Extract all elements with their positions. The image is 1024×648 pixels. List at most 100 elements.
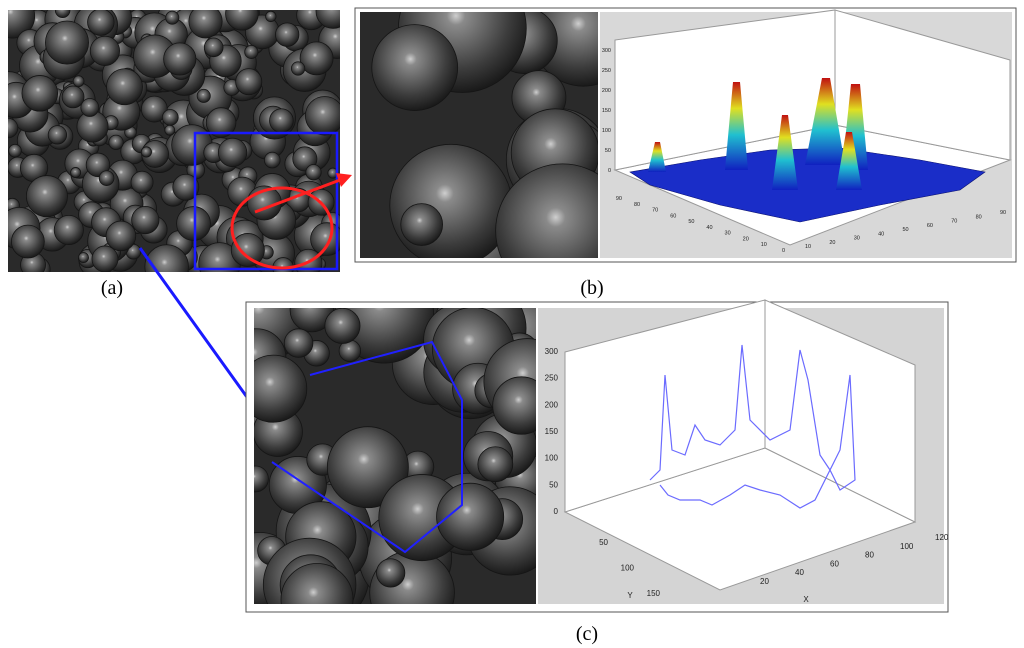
tick-label: 40 <box>878 231 884 237</box>
bubble <box>140 95 168 123</box>
tick-label: 20 <box>829 240 835 246</box>
tick-label: 50 <box>549 480 558 489</box>
bubble <box>61 85 85 109</box>
bubble <box>299 41 334 76</box>
bubble <box>436 482 505 551</box>
bubble <box>176 206 211 241</box>
tick-label: 70 <box>951 219 957 225</box>
bubble <box>230 233 265 267</box>
bubble <box>305 164 322 181</box>
bubble <box>45 20 89 65</box>
tick-label: 50 <box>903 227 909 233</box>
bubble <box>305 96 340 136</box>
tick-label: 90 <box>1000 210 1006 216</box>
plot-c-ticks: 0 50 100 150 200 250 300 50 100 150 20 40 60 80 100 120… <box>545 347 949 604</box>
bubble <box>254 465 269 493</box>
tick-label: 300 <box>545 347 559 356</box>
caption: (b) <box>580 277 603 299</box>
surface-b <box>629 78 986 223</box>
tick-label: 100 <box>545 454 559 463</box>
tick-label: 20 <box>743 236 749 242</box>
bubble <box>265 10 277 23</box>
bubble <box>91 245 119 272</box>
zoom-circle <box>230 186 334 270</box>
bubble <box>131 205 160 235</box>
tick-label: 50 <box>605 148 611 154</box>
tick-label: 250 <box>602 68 611 74</box>
tick-label: 40 <box>706 225 712 231</box>
bubble <box>196 88 211 103</box>
bubble <box>244 44 259 59</box>
tick-label: 50 <box>688 219 694 225</box>
profile-curve <box>649 344 856 509</box>
tick-label: 120 <box>935 533 949 542</box>
bubble <box>283 328 314 358</box>
bubble <box>108 134 124 150</box>
bubble <box>254 354 308 423</box>
tick-label: 150 <box>647 589 661 598</box>
tick-label: 60 <box>670 213 676 219</box>
bubble <box>376 558 406 588</box>
bubble <box>172 173 200 201</box>
bubble <box>85 152 111 178</box>
bubble <box>315 10 340 29</box>
axis-label: X <box>803 595 809 604</box>
bubble <box>78 252 89 264</box>
tick-label: 100 <box>602 128 611 134</box>
bubble <box>144 244 189 272</box>
bubble <box>8 117 19 139</box>
bubble <box>25 175 68 218</box>
tick-label: 80 <box>634 202 640 208</box>
bubble <box>280 563 354 604</box>
bubble <box>225 10 259 31</box>
bubble <box>72 75 85 88</box>
bubble <box>492 376 536 435</box>
bubbles-a <box>8 10 340 272</box>
bubble <box>165 10 180 25</box>
tick-label: 100 <box>900 542 914 551</box>
caption: (c) <box>576 623 598 645</box>
arrow <box>254 178 341 214</box>
tick-label: 250 <box>545 374 559 383</box>
bubble <box>105 220 137 252</box>
bubble <box>263 151 281 169</box>
tick-label: 20 <box>760 577 769 586</box>
tick-label: 300 <box>602 48 611 54</box>
bubble <box>326 426 409 509</box>
bubble <box>495 163 598 258</box>
bubble <box>269 108 294 133</box>
tick-label: 0 <box>554 507 559 516</box>
tick-label: 70 <box>652 208 658 214</box>
bubble <box>21 75 59 112</box>
bubble <box>11 224 45 259</box>
tick-label: 10 <box>805 244 811 250</box>
tick-label: 100 <box>621 564 635 573</box>
tick-label: 90 <box>616 196 622 202</box>
bubbles-c <box>254 308 536 604</box>
axis-label: Y <box>627 591 633 600</box>
bubble <box>477 446 514 483</box>
bubble <box>130 170 154 194</box>
bubble <box>70 167 82 178</box>
bubble <box>8 143 22 158</box>
bubble <box>161 109 179 126</box>
zoom-box <box>193 131 339 271</box>
bubbles-b <box>371 12 598 258</box>
bubble <box>188 10 223 39</box>
tick-label: 60 <box>927 223 933 229</box>
bubble <box>163 42 197 76</box>
plot-c-grid <box>563 299 917 591</box>
arrow-head <box>336 173 352 187</box>
tick-label: 30 <box>725 231 731 237</box>
bubble <box>89 35 120 66</box>
tick-label: 0 <box>608 168 611 174</box>
bubble <box>164 124 176 136</box>
bubble <box>217 137 248 168</box>
profile-path <box>271 340 463 554</box>
bubble <box>203 37 224 58</box>
bubble <box>106 68 143 106</box>
caption: (a) <box>101 277 123 299</box>
bubble <box>389 143 513 258</box>
